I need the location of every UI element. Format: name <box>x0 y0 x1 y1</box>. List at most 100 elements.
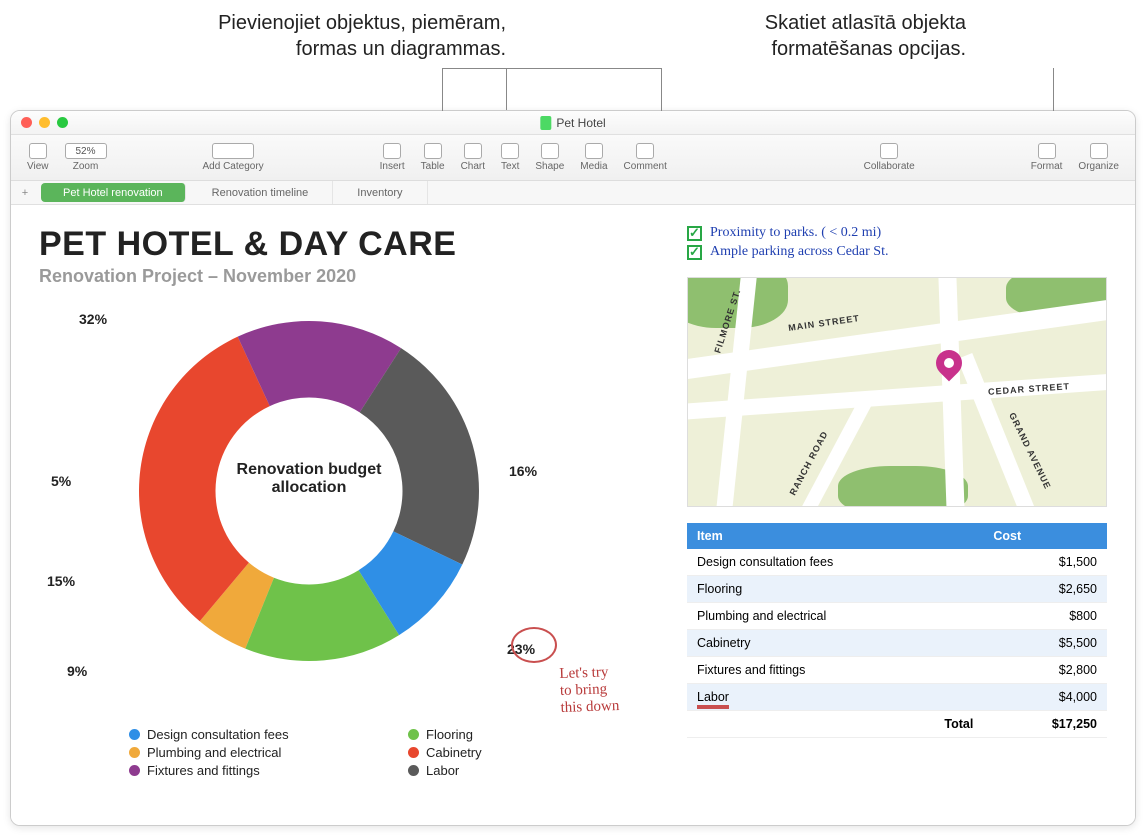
handwritten-notes: ✓ Proximity to parks. ( < 0.2 mi) ✓Ample p… <box>687 225 1107 263</box>
cell-cost: $5,500 <box>983 630 1107 657</box>
titlebar: Pet Hotel <box>11 111 1135 135</box>
map-pin-icon <box>931 345 968 382</box>
legend-swatch <box>408 765 419 776</box>
legend-swatch <box>129 765 140 776</box>
table-row[interactable]: Fixtures and fittings$2,800 <box>687 657 1107 684</box>
fullscreen-icon[interactable] <box>57 117 68 128</box>
pct-label: 5% <box>51 473 71 489</box>
table-row[interactable]: Design consultation fees$1,500 <box>687 549 1107 576</box>
note-item: ✓ Proximity to parks. ( < 0.2 mi) <box>687 225 1107 241</box>
legend-label: Flooring <box>426 727 473 742</box>
callout-insert: Pievienojiet objektus, piemēram, formas … <box>106 10 506 62</box>
cost-table[interactable]: Item Cost Design consultation fees$1,500… <box>687 523 1107 738</box>
left-column: PET HOTEL & DAY CARE Renovation Project … <box>39 225 667 815</box>
collaborate-button[interactable]: Collaborate <box>856 143 923 172</box>
total-label: Total <box>687 711 983 738</box>
table-button[interactable]: Table <box>413 143 453 172</box>
legend-item: Labor <box>408 763 667 778</box>
canvas: PET HOTEL & DAY CARE Renovation Project … <box>11 205 1135 825</box>
window-controls <box>21 117 68 128</box>
note-text: Proximity to parks. ( < 0.2 mi) <box>710 225 881 241</box>
checkbox-icon: ✓ <box>687 226 702 241</box>
table-row[interactable]: Plumbing and electrical$800 <box>687 603 1107 630</box>
table-row[interactable]: Flooring$2,650 <box>687 576 1107 603</box>
cell-item: Plumbing and electrical <box>687 603 983 630</box>
legend-swatch <box>129 729 140 740</box>
table-row[interactable]: Cabinetry$5,500 <box>687 630 1107 657</box>
insert-button[interactable]: Insert <box>372 143 413 172</box>
legend-swatch <box>408 747 419 758</box>
table-header-item: Item <box>687 523 983 549</box>
sheet-tab[interactable]: Pet Hotel renovation <box>41 183 186 202</box>
road <box>687 371 1107 420</box>
chart-legend: Design consultation fees Flooring Plumbing… <box>129 727 667 778</box>
table-header-cost: Cost <box>983 523 1107 549</box>
donut-chart[interactable]: Renovation budget allocation 32%5%15%9%1… <box>39 301 579 721</box>
table-row[interactable]: Labor$4,000 <box>687 684 1107 711</box>
chart-label: Chart <box>461 161 485 172</box>
cell-cost: $2,800 <box>983 657 1107 684</box>
chart-center-label: Renovation budget allocation <box>219 461 399 497</box>
organize-button[interactable]: Organize <box>1070 143 1127 172</box>
callout-line <box>442 68 662 69</box>
callout-format: Skatiet atlasītā objekta formatēšanas op… <box>666 10 966 62</box>
cell-cost: $2,650 <box>983 576 1107 603</box>
add-category-button[interactable]: Add Category <box>195 143 272 172</box>
view-label: View <box>27 161 49 172</box>
app-window: Pet Hotel View 52%Zoom Add Category Inse… <box>10 110 1136 826</box>
right-column: ✓ Proximity to parks. ( < 0.2 mi) ✓Ample p… <box>687 225 1107 815</box>
legend-item: Plumbing and electrical <box>129 745 388 760</box>
handwritten-annotation: Let's try to bring this down <box>559 664 620 717</box>
cell-cost: $4,000 <box>983 684 1107 711</box>
window-title: Pet Hotel <box>540 116 605 130</box>
text-button[interactable]: Text <box>493 143 527 172</box>
cell-cost: $800 <box>983 603 1107 630</box>
page-title: PET HOTEL & DAY CARE <box>39 225 667 264</box>
legend-swatch <box>129 747 140 758</box>
sheet-tab[interactable]: Renovation timeline <box>188 181 334 204</box>
window-title-text: Pet Hotel <box>556 116 605 130</box>
help-callouts: Pievienojiet objektus, piemēram, formas … <box>0 0 1146 110</box>
total-value: $17,250 <box>983 711 1107 738</box>
pct-label: 16% <box>509 463 537 479</box>
legend-item: Design consultation fees <box>129 727 388 742</box>
callout-line <box>442 68 443 116</box>
legend-item: Cabinetry <box>408 745 667 760</box>
note-item: ✓Ample parking across Cedar St. <box>687 244 1107 260</box>
legend-item: Flooring <box>408 727 667 742</box>
map-sketch: FILMORE ST. MAIN STREET CEDAR STREET RAN… <box>687 277 1107 507</box>
format-button[interactable]: Format <box>1023 143 1071 172</box>
pct-label: 32% <box>79 311 107 327</box>
cell-item: Labor <box>687 684 983 711</box>
cell-item: Fixtures and fittings <box>687 657 983 684</box>
format-label: Format <box>1031 161 1063 172</box>
organize-label: Organize <box>1078 161 1119 172</box>
legend-label: Plumbing and electrical <box>147 745 281 760</box>
insert-label: Insert <box>380 161 405 172</box>
sheet-tabs: + Pet Hotel renovationRenovation timelin… <box>11 181 1135 205</box>
comment-button[interactable]: Comment <box>616 143 675 172</box>
cell-item: Flooring <box>687 576 983 603</box>
sheet-tab[interactable]: Inventory <box>333 181 427 204</box>
add-sheet-button[interactable]: + <box>11 181 39 204</box>
zoom-button[interactable]: 52%Zoom <box>57 143 115 172</box>
chart-button[interactable]: Chart <box>453 143 493 172</box>
cell-item: Design consultation fees <box>687 549 983 576</box>
text-label: Text <box>501 161 519 172</box>
minimize-icon[interactable] <box>39 117 50 128</box>
add-category-label: Add Category <box>203 161 264 172</box>
shape-button[interactable]: Shape <box>527 143 572 172</box>
media-button[interactable]: Media <box>572 143 615 172</box>
legend-label: Cabinetry <box>426 745 482 760</box>
close-icon[interactable] <box>21 117 32 128</box>
legend-item: Fixtures and fittings <box>129 763 388 778</box>
annotation-circle <box>511 627 557 663</box>
callout-line <box>506 68 507 110</box>
view-button[interactable]: View <box>19 143 57 172</box>
legend-label: Design consultation fees <box>147 727 289 742</box>
comment-label: Comment <box>624 161 667 172</box>
note-text: Ample parking across Cedar St. <box>710 244 888 260</box>
cell-cost: $1,500 <box>983 549 1107 576</box>
collaborate-label: Collaborate <box>864 161 915 172</box>
media-label: Media <box>580 161 607 172</box>
